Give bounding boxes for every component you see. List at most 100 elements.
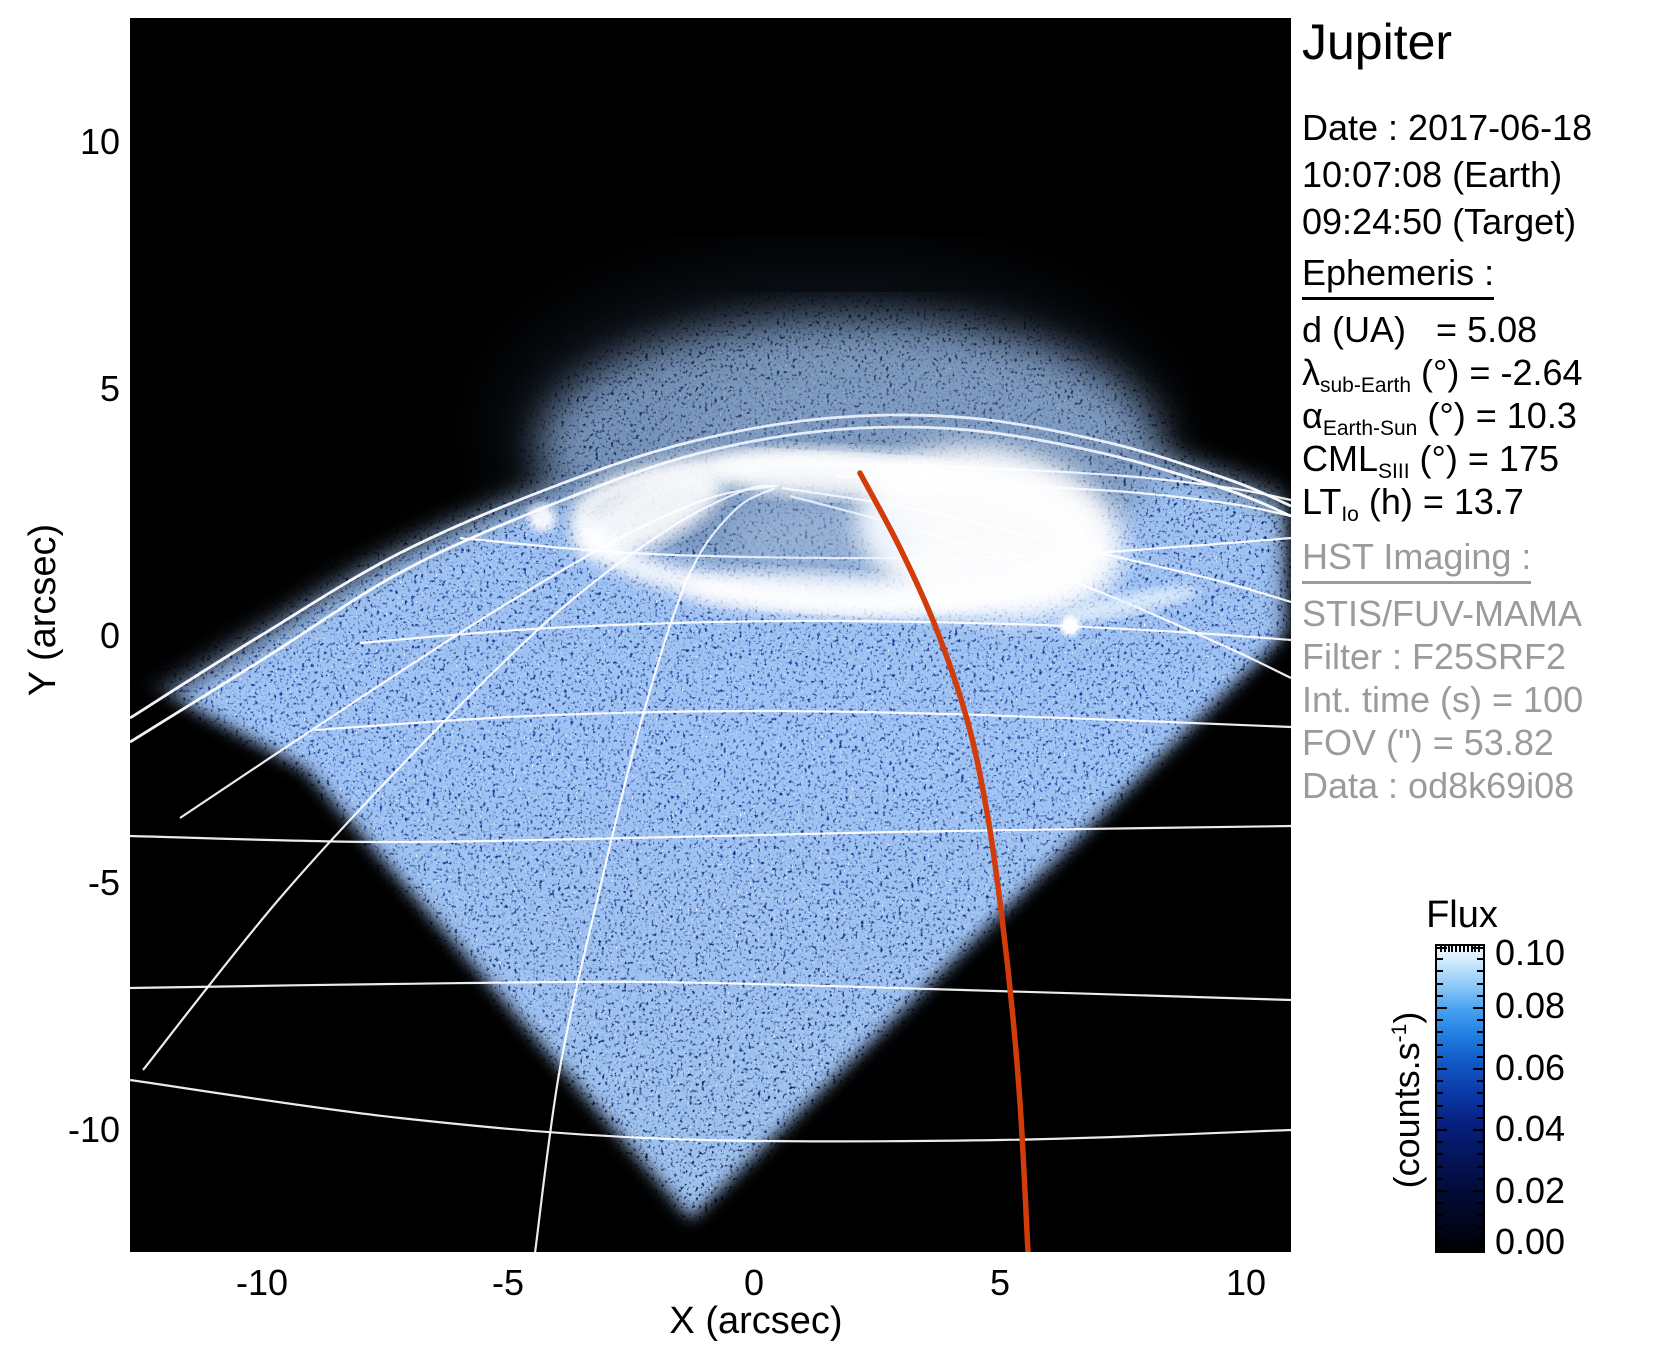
colorbar-tick-mark	[1437, 970, 1443, 973]
eph-value: = 13.7	[1412, 481, 1524, 522]
colorbar-tick-mark	[1477, 1019, 1483, 1022]
colorbar-tick-mark	[1477, 1104, 1483, 1107]
colorbar-tick-mark	[1477, 1080, 1483, 1083]
x-tick-label: -5	[491, 1262, 524, 1303]
io-fluxtube-track	[857, 470, 1031, 1252]
colorbar-tick-mark	[1437, 1068, 1447, 1070]
time-earth: 10:07:08 (Earth)	[1302, 154, 1563, 195]
detector-fov-region	[130, 18, 1291, 1252]
y-tick-label: 5	[99, 368, 120, 409]
colorbar-title: Flux	[1426, 894, 1498, 936]
colorbar-tick-mark	[1477, 1177, 1483, 1180]
colorbar-tick-mark	[1477, 970, 1483, 973]
colorbar-tick-mark	[1477, 982, 1483, 985]
y-tick-label: 10	[79, 121, 120, 162]
colorbar-minor-tick	[1462, 946, 1465, 952]
colorbar-tick-mark	[1437, 1116, 1443, 1119]
y-axis-title: Y (arcsec)	[22, 523, 64, 697]
colorbar-tick-mark	[1473, 1129, 1483, 1131]
eph-symbol: CML	[1302, 438, 1379, 479]
colorbar-tick-mark	[1437, 994, 1443, 997]
x-tick-label: 5	[989, 1262, 1011, 1303]
eph-unit: (°)	[1409, 438, 1458, 479]
time-target: 09:24:50 (Target)	[1302, 201, 1577, 242]
hst-filter: Filter : F25SRF2	[1302, 636, 1567, 677]
colorbar-tick-label: 0.06	[1495, 1046, 1566, 1088]
colorbar-tick-mark	[1477, 1031, 1483, 1034]
eph-subscript: SIII	[1378, 460, 1410, 483]
photon-noise-sparkle	[130, 18, 1291, 1252]
eph-unit: (°)	[1417, 395, 1466, 436]
eph-value: = 5.08	[1406, 309, 1538, 350]
eph-unit: (°)	[1411, 352, 1460, 393]
colorbar-minor-tick	[1459, 946, 1461, 952]
colorbar-tick-mark	[1473, 1007, 1483, 1009]
eph-subscript: Earth-Sun	[1322, 417, 1418, 440]
eph-unit: (h)	[1358, 481, 1413, 522]
colorbar-tick-label: 0.10	[1495, 932, 1566, 973]
date-line: Date : 2017-06-18	[1302, 107, 1593, 148]
colorbar-tick-mark	[1473, 1249, 1483, 1251]
colorbar-tick-mark	[1477, 1043, 1483, 1046]
colorbar-tick-mark	[1477, 1238, 1483, 1241]
eph-symbol: d	[1302, 309, 1323, 350]
hst-instrument: STIS/FUV-MAMA	[1302, 593, 1583, 634]
colorbar-tick-mark	[1437, 1043, 1443, 1046]
unit-prefix: (counts.s	[1386, 1042, 1427, 1189]
x-tick-label: 0	[743, 1262, 765, 1303]
colorbar-tick-mark	[1437, 1019, 1443, 1022]
observation-datetime: Date : 2017-06-18 10:07:08 (Earth) 09:24…	[1302, 104, 1592, 245]
colorbar-tick-mark	[1477, 1214, 1483, 1217]
auroral-oval	[500, 268, 1199, 636]
colorbar-tick-mark	[1437, 1104, 1443, 1107]
colorbar-tick-mark	[1437, 1214, 1443, 1217]
y-tick-label: 0	[99, 615, 120, 656]
colorbar-minor-tick	[1439, 946, 1442, 952]
eph-value: = 175	[1457, 438, 1559, 479]
hst-imaging-section: HST Imaging : STIS/FUV-MAMA Filter : F25…	[1302, 536, 1583, 807]
ephemeris-row-phase-angle: αEarth-Sun (°) = 10.3	[1302, 394, 1583, 440]
x-tick-label: 10	[1225, 1262, 1267, 1303]
colorbar-tick-mark	[1477, 1092, 1483, 1095]
aurora-image	[130, 18, 1291, 1252]
colorbar-minor-tick	[1447, 946, 1450, 952]
x-axis-title: X (arcsec)	[669, 1300, 843, 1342]
colorbar-minor-tick	[1443, 946, 1446, 952]
colorbar-tick-mark	[1473, 947, 1483, 949]
ephemeris-heading: Ephemeris :	[1302, 252, 1495, 300]
colorbar-tick-mark	[1437, 1202, 1443, 1205]
colorbar-minor-tick	[1470, 946, 1473, 952]
y-tick-label: -5	[87, 862, 120, 903]
eph-unit: (UA)	[1322, 309, 1407, 350]
colorbar-tick-mark	[1473, 1068, 1483, 1070]
colorbar-minor-tick	[1478, 946, 1481, 952]
colorbar-tick-mark	[1437, 982, 1443, 985]
colorbar-unit: (counts.s-1)	[1386, 940, 1430, 1260]
io-footprint-spot	[1060, 616, 1080, 636]
eph-symbol: λ	[1302, 352, 1320, 393]
colorbar-tick-mark	[1477, 1116, 1483, 1119]
colorbar-tick-mark	[1437, 1226, 1443, 1229]
colorbar-tick-label: 0.00	[1495, 1221, 1566, 1262]
hst-fov: FOV (") = 53.82	[1302, 722, 1554, 763]
colorbar	[1435, 944, 1485, 1253]
io-footprint-tail	[1061, 585, 1199, 623]
x-tick-label: -10	[235, 1262, 289, 1303]
colorbar-minor-tick	[1451, 946, 1454, 952]
eph-symbol: α	[1302, 395, 1323, 436]
colorbar-tick-mark	[1437, 1007, 1447, 1009]
colorbar-tick-mark	[1437, 1238, 1443, 1241]
unit-suffix: )	[1386, 1011, 1427, 1024]
y-tick-label: -10	[67, 1109, 120, 1150]
colorbar-tick-mark	[1477, 994, 1483, 997]
hst-int-time: Int. time (s) = 100	[1302, 679, 1584, 720]
hst-heading: HST Imaging :	[1302, 536, 1532, 584]
eph-symbol: LT	[1302, 481, 1342, 522]
colorbar-tick-mark	[1437, 958, 1443, 961]
colorbar-tick-mark	[1437, 1153, 1443, 1156]
colorbar-tick-mark	[1477, 1165, 1483, 1168]
ephemeris-row-io-localtime: LTIo (h) = 13.7	[1302, 480, 1583, 526]
colorbar-tick-mark	[1477, 1055, 1483, 1058]
colorbar-tick-mark	[1437, 1080, 1443, 1083]
